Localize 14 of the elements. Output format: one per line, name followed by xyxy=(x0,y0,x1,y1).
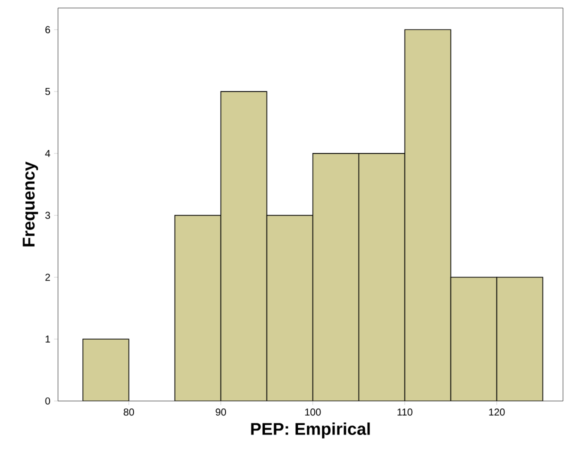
x-tick-label: 110 xyxy=(398,408,412,416)
x-tick-label: 100 xyxy=(305,408,321,416)
y-tick-label: 4 xyxy=(45,150,50,157)
x-tick-label: 90 xyxy=(216,408,226,416)
x-axis-title: PEP: Empirical xyxy=(251,422,370,438)
y-tick-label: 2 xyxy=(45,274,50,281)
x-tick-label: 120 xyxy=(489,408,505,416)
y-tick-label: 6 xyxy=(45,26,50,34)
y-tick-label: 5 xyxy=(45,88,50,96)
y-tick-label: 0 xyxy=(45,397,50,405)
y-axis-title: Frequency xyxy=(22,162,38,246)
y-tick-label: 1 xyxy=(46,336,50,343)
x-tick-label: 80 xyxy=(124,408,134,416)
y-tick-label: 3 xyxy=(45,212,50,219)
